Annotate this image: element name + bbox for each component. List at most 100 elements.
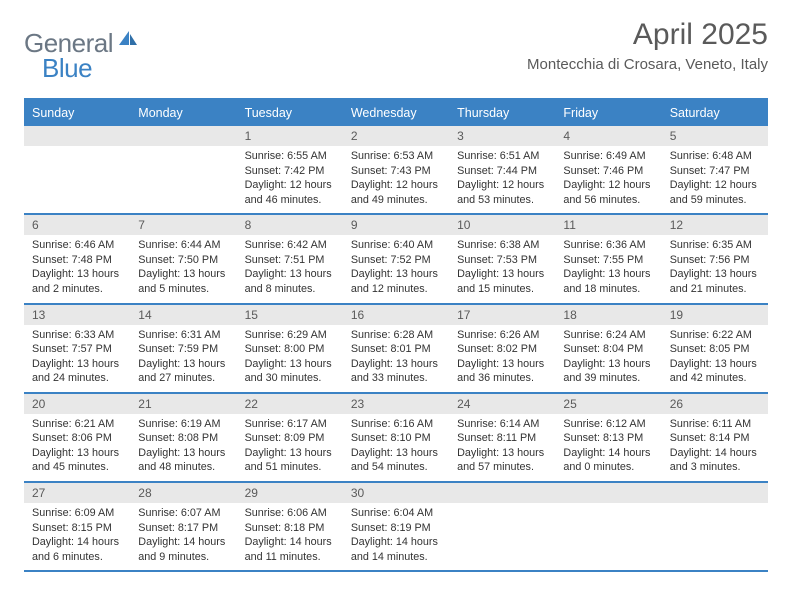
day-body: Sunrise: 6:26 AMSunset: 8:02 PMDaylight:…: [449, 325, 555, 392]
day-cell: 27Sunrise: 6:09 AMSunset: 8:15 PMDayligh…: [24, 483, 130, 570]
day-cell: 5Sunrise: 6:48 AMSunset: 7:47 PMDaylight…: [662, 126, 768, 213]
sunrise-text: Sunrise: 6:40 AM: [351, 238, 441, 253]
daylight-text: Daylight: 13 hours and 39 minutes.: [563, 357, 653, 386]
sunrise-text: Sunrise: 6:26 AM: [457, 328, 547, 343]
daynum-bar: 28: [130, 483, 236, 503]
daynum-bar: 21: [130, 394, 236, 414]
day-number: 18: [555, 305, 661, 325]
sunrise-text: Sunrise: 6:48 AM: [670, 149, 760, 164]
day-number: 25: [555, 394, 661, 414]
day-body: Sunrise: 6:51 AMSunset: 7:44 PMDaylight:…: [449, 146, 555, 213]
day-cell: 24Sunrise: 6:14 AMSunset: 8:11 PMDayligh…: [449, 394, 555, 481]
sunset-text: Sunset: 7:47 PM: [670, 164, 760, 179]
day-cell: 20Sunrise: 6:21 AMSunset: 8:06 PMDayligh…: [24, 394, 130, 481]
day-number: [130, 126, 236, 146]
day-cell: 15Sunrise: 6:29 AMSunset: 8:00 PMDayligh…: [237, 305, 343, 392]
month-title: April 2025: [527, 18, 768, 52]
day-number: 24: [449, 394, 555, 414]
day-number: 5: [662, 126, 768, 146]
day-number: 30: [343, 483, 449, 503]
week-row: 20Sunrise: 6:21 AMSunset: 8:06 PMDayligh…: [24, 394, 768, 483]
daynum-bar: 14: [130, 305, 236, 325]
day-body: Sunrise: 6:38 AMSunset: 7:53 PMDaylight:…: [449, 235, 555, 302]
day-body: Sunrise: 6:04 AMSunset: 8:19 PMDaylight:…: [343, 503, 449, 570]
sunset-text: Sunset: 7:43 PM: [351, 164, 441, 179]
daylight-text: Daylight: 13 hours and 2 minutes.: [32, 267, 122, 296]
day-header: Friday: [555, 100, 661, 126]
daylight-text: Daylight: 13 hours and 33 minutes.: [351, 357, 441, 386]
day-body: Sunrise: 6:53 AMSunset: 7:43 PMDaylight:…: [343, 146, 449, 213]
daynum-bar: 23: [343, 394, 449, 414]
sunrise-text: Sunrise: 6:21 AM: [32, 417, 122, 432]
sunrise-text: Sunrise: 6:24 AM: [563, 328, 653, 343]
sunset-text: Sunset: 7:52 PM: [351, 253, 441, 268]
sunset-text: Sunset: 8:17 PM: [138, 521, 228, 536]
day-body: Sunrise: 6:46 AMSunset: 7:48 PMDaylight:…: [24, 235, 130, 302]
daynum-bar: 22: [237, 394, 343, 414]
daylight-text: Daylight: 13 hours and 5 minutes.: [138, 267, 228, 296]
sunset-text: Sunset: 7:56 PM: [670, 253, 760, 268]
week-row: 6Sunrise: 6:46 AMSunset: 7:48 PMDaylight…: [24, 215, 768, 304]
day-number: [662, 483, 768, 503]
day-header: Sunday: [24, 100, 130, 126]
day-body: Sunrise: 6:40 AMSunset: 7:52 PMDaylight:…: [343, 235, 449, 302]
daynum-bar: 25: [555, 394, 661, 414]
day-cell: 18Sunrise: 6:24 AMSunset: 8:04 PMDayligh…: [555, 305, 661, 392]
day-body: [24, 146, 130, 155]
day-cell: 21Sunrise: 6:19 AMSunset: 8:08 PMDayligh…: [130, 394, 236, 481]
daynum-bar: 16: [343, 305, 449, 325]
sunset-text: Sunset: 7:51 PM: [245, 253, 335, 268]
daynum-bar: 10: [449, 215, 555, 235]
week-row: 1Sunrise: 6:55 AMSunset: 7:42 PMDaylight…: [24, 126, 768, 215]
day-cell: 28 Sunrise: 6:07 AMSunset: 8:17 PMDayligh…: [130, 483, 236, 570]
daynum-bar: 13: [24, 305, 130, 325]
daynum-bar: [130, 126, 236, 146]
day-number: 14: [130, 305, 236, 325]
sunset-text: Sunset: 7:50 PM: [138, 253, 228, 268]
day-number: 3: [449, 126, 555, 146]
day-cell: 30Sunrise: 6:04 AMSunset: 8:19 PMDayligh…: [343, 483, 449, 570]
day-number: 11: [555, 215, 661, 235]
daylight-text: Daylight: 13 hours and 18 minutes.: [563, 267, 653, 296]
daylight-text: Daylight: 13 hours and 54 minutes.: [351, 446, 441, 475]
daynum-bar: 20: [24, 394, 130, 414]
sunset-text: Sunset: 8:00 PM: [245, 342, 335, 357]
day-body: Sunrise: 6:09 AMSunset: 8:15 PMDaylight:…: [24, 503, 130, 570]
daynum-bar: 12: [662, 215, 768, 235]
day-number: 4: [555, 126, 661, 146]
day-cell: 7Sunrise: 6:44 AMSunset: 7:50 PMDaylight…: [130, 215, 236, 302]
calendar-page: General April 2025 Montecchia di Crosara…: [0, 0, 792, 590]
day-header: Saturday: [662, 100, 768, 126]
sunset-text: Sunset: 7:55 PM: [563, 253, 653, 268]
day-body: [130, 146, 236, 155]
day-number: [24, 126, 130, 146]
sunset-text: Sunset: 8:19 PM: [351, 521, 441, 536]
sunrise-text: Sunrise: 6:53 AM: [351, 149, 441, 164]
sunrise-text: Sunrise: 6:46 AM: [32, 238, 122, 253]
daynum-bar: 2: [343, 126, 449, 146]
sunrise-text: Sunrise: 6:07 AM: [138, 506, 228, 521]
daylight-text: Daylight: 14 hours and 9 minutes.: [138, 535, 228, 564]
day-header: Thursday: [449, 100, 555, 126]
daylight-text: Daylight: 14 hours and 0 minutes.: [563, 446, 653, 475]
sunrise-text: Sunrise: 6:19 AM: [138, 417, 228, 432]
day-number: [555, 483, 661, 503]
daylight-text: Daylight: 14 hours and 6 minutes.: [32, 535, 122, 564]
day-body: Sunrise: 6:12 AMSunset: 8:13 PMDaylight:…: [555, 414, 661, 481]
daylight-text: Daylight: 13 hours and 42 minutes.: [670, 357, 760, 386]
day-cell: 22Sunrise: 6:17 AMSunset: 8:09 PMDayligh…: [237, 394, 343, 481]
daynum-bar: 11: [555, 215, 661, 235]
sunset-text: Sunset: 8:01 PM: [351, 342, 441, 357]
day-body: Sunrise: 6:35 AMSunset: 7:56 PMDaylight:…: [662, 235, 768, 302]
day-body: Sunrise: 6:21 AMSunset: 8:06 PMDaylight:…: [24, 414, 130, 481]
day-header: Monday: [130, 100, 236, 126]
day-number: 22: [237, 394, 343, 414]
day-body: [555, 503, 661, 512]
daynum-bar: [555, 483, 661, 503]
day-cell: 2Sunrise: 6:53 AMSunset: 7:43 PMDaylight…: [343, 126, 449, 213]
day-cell: 6Sunrise: 6:46 AMSunset: 7:48 PMDaylight…: [24, 215, 130, 302]
day-cell: 23Sunrise: 6:16 AMSunset: 8:10 PMDayligh…: [343, 394, 449, 481]
sunset-text: Sunset: 8:14 PM: [670, 431, 760, 446]
daynum-bar: 9: [343, 215, 449, 235]
day-number: 8: [237, 215, 343, 235]
